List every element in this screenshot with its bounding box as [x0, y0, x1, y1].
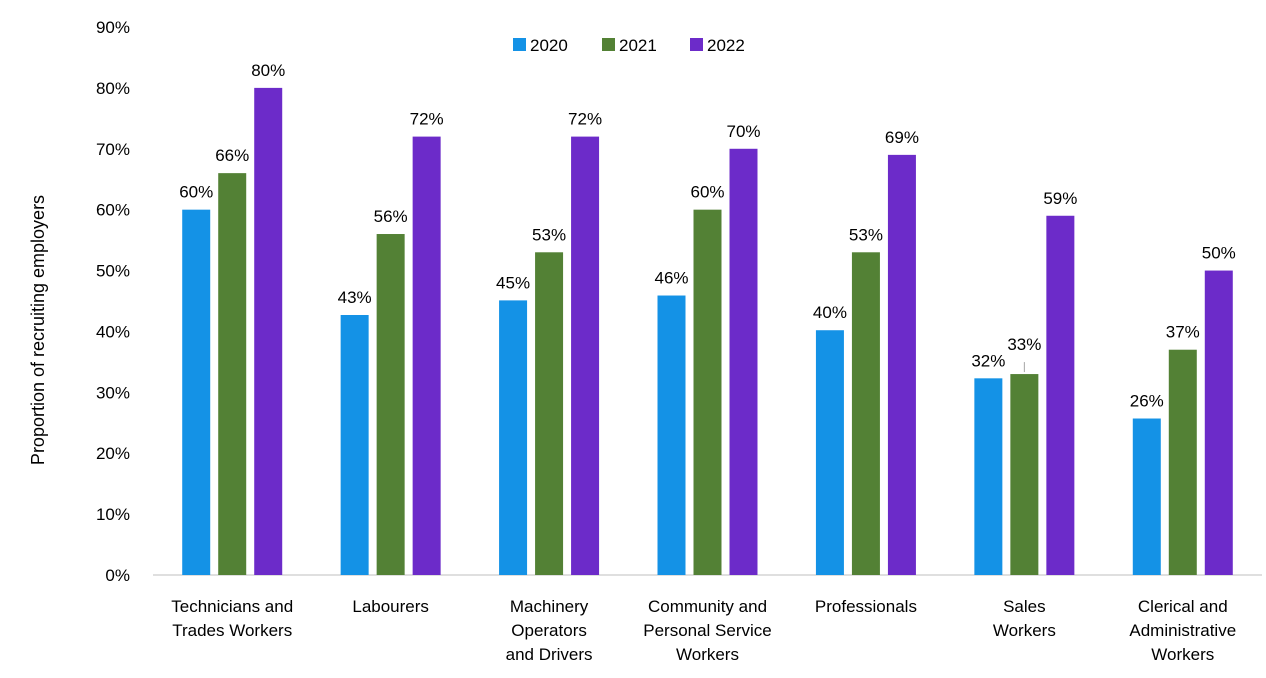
y-tick-label: 30% [96, 383, 130, 402]
data-label-2021-2: 53% [532, 225, 566, 244]
bars [182, 87, 1233, 576]
bar-2022-4 [887, 154, 916, 575]
y-tick-label: 50% [96, 262, 130, 281]
bar-2021-3 [693, 209, 722, 575]
x-category-label-line: Personal Service [643, 621, 772, 640]
x-category-label-line: Workers [993, 621, 1056, 640]
legend-swatch-2020 [513, 38, 526, 51]
data-label-2020-1: 43% [338, 288, 372, 307]
y-tick-label: 60% [96, 201, 130, 220]
data-label-2020-6: 26% [1130, 392, 1164, 411]
y-axis-title: Proportion of recruiting employers [28, 195, 48, 465]
x-category-label-3: Community and Personal Service Workers [643, 597, 772, 664]
x-axis-category-labels: Technicians and Trades Workers Labourers Ma… [171, 597, 1236, 664]
legend: 2020 2021 2022 [513, 36, 745, 55]
y-tick-label: 70% [96, 140, 130, 159]
legend-swatch-2021 [602, 38, 615, 51]
x-category-label-line: Workers [676, 645, 739, 664]
x-category-label-line: Labourers [352, 597, 429, 616]
bar-2020-2 [499, 300, 528, 575]
x-category-label-6: Clerical and Administrative Workers [1129, 597, 1236, 664]
data-label-2022-5: 59% [1043, 189, 1077, 208]
bar-2022-0 [254, 87, 283, 575]
data-label-2020-2: 45% [496, 273, 530, 292]
y-tick-label: 40% [96, 322, 130, 341]
bar-2022-5 [1046, 215, 1075, 575]
x-category-label-line: Administrative [1129, 621, 1236, 640]
bar-2021-2 [535, 252, 564, 576]
data-label-2021-5: 33% [1007, 335, 1041, 354]
x-category-label-1: Labourers [352, 597, 429, 616]
x-category-label-line: Machinery [510, 597, 589, 616]
bar-2020-4 [815, 330, 844, 575]
x-category-label-line: Technicians and [171, 597, 293, 616]
data-labels: 60%66%80%43%56%72%45%53%72%46%60%70%40%5… [179, 61, 1236, 411]
bar-2021-5 [1010, 374, 1039, 575]
data-label-2021-1: 56% [374, 207, 408, 226]
legend-label-2020: 2020 [530, 36, 568, 55]
bar-2020-0 [182, 209, 211, 575]
bar-2022-1 [412, 136, 441, 575]
x-category-label-0: Technicians and Trades Workers [171, 597, 293, 640]
x-category-label-4: Professionals [815, 597, 917, 616]
y-tick-label: 90% [96, 18, 130, 37]
data-label-2020-5: 32% [971, 351, 1005, 370]
data-label-2021-6: 37% [1166, 323, 1200, 342]
data-label-2020-0: 60% [179, 183, 213, 202]
x-category-label-line: and Drivers [506, 645, 593, 664]
y-axis-ticks: 0% 10% 20% 30% 40% 50% 60% 70% 80% 90% [96, 18, 130, 585]
y-tick-label: 10% [96, 505, 130, 524]
bar-2022-6 [1204, 270, 1233, 575]
x-category-label-line: Workers [1151, 645, 1214, 664]
data-label-2021-4: 53% [849, 225, 883, 244]
bar-2020-3 [657, 295, 686, 575]
x-category-label-line: Trades Workers [172, 621, 292, 640]
y-tick-label: 0% [105, 566, 130, 585]
data-label-2020-4: 40% [813, 303, 847, 322]
data-label-2022-4: 69% [885, 128, 919, 147]
bar-2020-1 [340, 315, 369, 575]
bar-2022-2 [571, 136, 600, 575]
bar-2021-4 [851, 252, 880, 576]
y-tick-label: 80% [96, 79, 130, 98]
data-label-2021-3: 60% [690, 183, 724, 202]
data-label-2022-0: 80% [251, 61, 285, 80]
data-label-2022-3: 70% [726, 122, 760, 141]
x-category-label-line: Professionals [815, 597, 917, 616]
x-category-label-line: Sales [1003, 597, 1046, 616]
legend-label-2022: 2022 [707, 36, 745, 55]
data-label-2022-1: 72% [410, 110, 444, 129]
data-label-2022-6: 50% [1202, 244, 1236, 263]
bar-2021-1 [376, 234, 405, 575]
legend-label-2021: 2021 [619, 36, 657, 55]
bar-2021-0 [218, 173, 247, 575]
bar-2021-6 [1168, 349, 1197, 575]
x-category-label-5: Sales Workers [993, 597, 1056, 640]
data-label-2022-2: 72% [568, 110, 602, 129]
legend-swatch-2022 [690, 38, 703, 51]
x-category-label-line: Operators [511, 621, 587, 640]
bar-2020-5 [974, 378, 1003, 575]
data-label-2020-3: 46% [654, 269, 688, 288]
y-tick-label: 20% [96, 444, 130, 463]
x-category-label-2: Machinery Operators and Drivers [506, 597, 593, 664]
x-category-label-line: Clerical and [1138, 597, 1228, 616]
x-category-label-line: Community and [648, 597, 767, 616]
bar-2020-6 [1132, 418, 1161, 575]
data-label-2021-0: 66% [215, 146, 249, 165]
bar-2022-3 [729, 148, 758, 575]
